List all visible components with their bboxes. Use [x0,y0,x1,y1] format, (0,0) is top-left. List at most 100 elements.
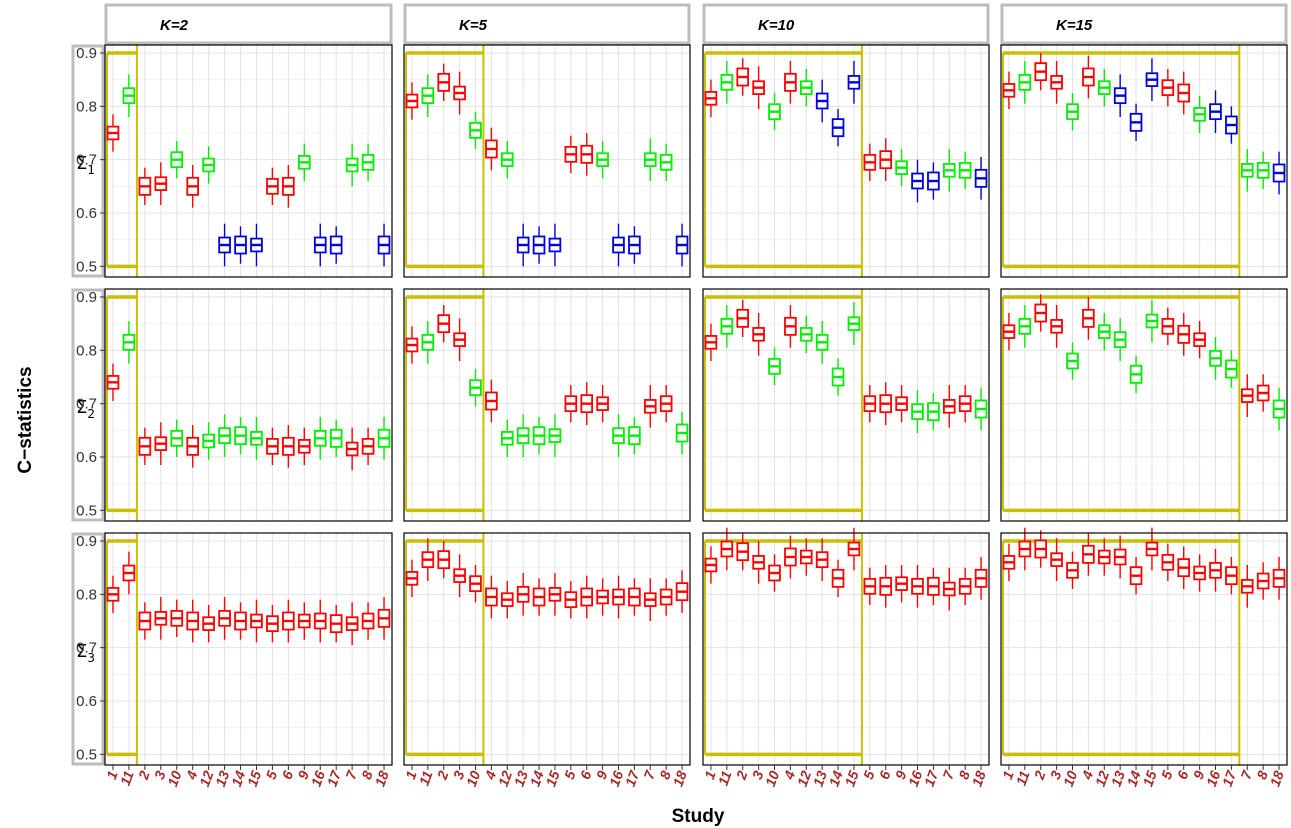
box-study [106,575,120,613]
x-tick-label: 10 [1060,768,1080,788]
box-study [421,74,435,117]
box-study [106,114,120,152]
box-study [453,71,466,115]
row-strip-box [71,288,105,522]
x-tick-label: 16 [308,768,328,788]
box-study [437,541,451,579]
box-study [879,382,893,425]
box-study [421,321,435,364]
column-strip-box [104,3,393,45]
box-study [405,82,419,120]
box-study [469,369,482,407]
y-tick-label: 0.6 [76,205,97,222]
x-tick-label: 6 [876,768,894,781]
box-study [659,578,673,616]
box-study [752,313,765,356]
x-tick-label: 10 [164,768,184,788]
column-strip-box [702,3,990,45]
panel-background [703,533,989,765]
box-study [1209,549,1222,592]
x-tick-label: 11 [117,768,137,787]
box-study [282,165,295,208]
box-study [1050,305,1063,348]
box-study [377,597,391,640]
box-study [643,578,657,621]
box-study [942,567,956,611]
panel-border [1000,532,1288,766]
box-study [1129,557,1143,595]
box-study [1002,543,1016,581]
box-study [1082,55,1095,99]
box-study [1066,93,1079,131]
panel-background [404,533,690,765]
box-study [1097,69,1111,107]
x-tick-label: 5 [1158,768,1176,781]
panel-border [104,532,393,766]
box-study [612,575,625,619]
box-study [895,149,908,187]
box-study [927,393,940,431]
x-axis-title: Study [672,806,725,827]
box-study [1066,551,1079,589]
box-study [958,151,972,189]
box-study [942,385,956,428]
box-study [329,419,343,457]
box-study [532,226,546,264]
box-study [1129,355,1143,393]
panel-border [702,44,990,278]
row-strip-box [71,532,105,766]
y-tick-label: 0.9 [76,45,97,62]
panels [104,44,1288,766]
panel [702,44,990,278]
box-study [1129,103,1143,141]
panel-border [702,532,990,766]
y-tick-label: 0.7 [76,152,97,169]
y-tick-label: 0.9 [76,289,97,306]
x-tick-label: 14 [228,768,248,788]
box-study [1113,535,1127,579]
box-study [202,605,215,643]
box-study [911,159,924,203]
box-study [154,422,168,465]
y-axes: 0.5 0.6 0.7 0.8 0.9 0.5 0.6 0.7 0.8 0.9 0.5 0.6 0.7 0… [76,45,105,763]
box-study [405,559,419,597]
panel [104,44,393,278]
box-study [752,66,765,109]
panel [702,288,990,522]
box-study [1161,543,1175,581]
x-tick-label: 18 [670,768,690,788]
box-study [564,581,578,619]
box-study [580,575,594,619]
box-study [675,411,689,455]
box-study [1272,557,1286,600]
panel-border [403,532,691,766]
box-study [659,385,673,423]
box-study [1256,151,1270,189]
box-study [234,602,247,640]
column-strip-label: K=10 [758,17,795,34]
box-study [1256,562,1270,600]
box-study [847,61,861,104]
box-study [596,141,609,179]
box-study [1082,533,1095,576]
box-study [1097,538,1111,576]
box-study [768,93,781,131]
x-tick-label: 14 [826,768,846,788]
x-tick-label: 12 [794,768,814,788]
column-strip-label: K=5 [459,17,488,34]
box-study [974,157,988,200]
box-study [831,109,845,147]
x-tick-label: 17 [921,767,942,788]
box-study [596,385,609,423]
x-tick-label: 2 [135,768,153,782]
box-study [1240,149,1254,192]
box-study [186,425,200,468]
box-study [154,162,168,205]
x-tick-label: 15 [841,768,861,788]
x-tick-label: 15 [244,768,264,788]
box-study [847,527,861,571]
box-study [643,138,657,181]
box-study [500,141,514,179]
box-study [863,143,877,181]
y-tick-label: 0.8 [76,98,97,115]
